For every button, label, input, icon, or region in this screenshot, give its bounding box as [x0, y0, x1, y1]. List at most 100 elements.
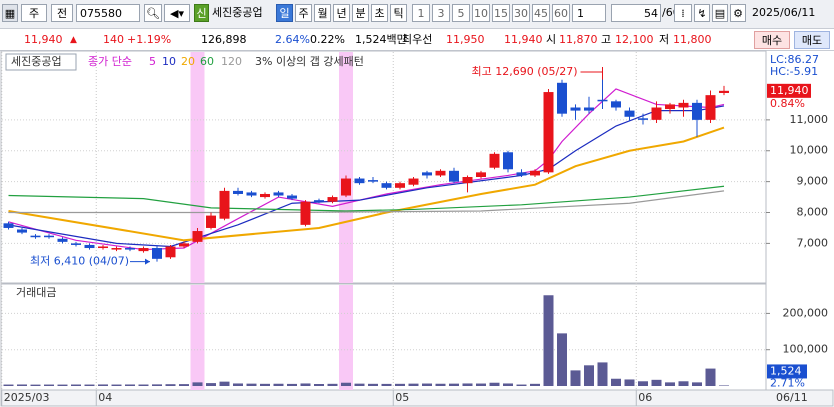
gap-highlight: [190, 52, 205, 283]
max-annotation: 최고 12,690 (05/27): [471, 65, 577, 78]
volume-bar: [638, 381, 648, 386]
interval-button[interactable]: 3: [432, 4, 450, 22]
date: 2025/06/11: [752, 6, 816, 19]
settings-button[interactable]: ⚙: [730, 4, 746, 22]
interval-button[interactable]: 1: [412, 4, 430, 22]
candle-body: [530, 170, 540, 176]
market-select[interactable]: 주: [21, 4, 47, 22]
interval-button[interactable]: 10: [472, 4, 490, 22]
candle-body: [57, 238, 68, 242]
y-tick-label: 7,000: [797, 236, 829, 249]
period-button[interactable]: 년: [333, 4, 350, 22]
volume-bar: [678, 381, 689, 386]
period-button[interactable]: 일: [276, 4, 293, 22]
volume-bar: [719, 385, 729, 386]
sound-button[interactable]: ◀▾: [164, 4, 190, 22]
volume-bar: [665, 382, 675, 386]
volume-bar: [570, 370, 581, 386]
volume-bar: [287, 383, 297, 386]
sell-button[interactable]: 매도: [794, 31, 830, 49]
candle-body: [30, 235, 41, 238]
candle-body: [98, 246, 108, 249]
tool-button[interactable]: ↯: [694, 4, 710, 22]
volume-bar: [192, 382, 203, 386]
candle-body: [260, 193, 270, 198]
candle-body: [705, 95, 716, 120]
candle-body: [125, 248, 135, 250]
x-tick-label: 06: [638, 391, 652, 404]
volume-bar: [30, 384, 41, 386]
candle-body: [3, 223, 14, 228]
candle-body: [449, 170, 459, 182]
y-tick-label: 11,000: [790, 113, 829, 126]
volume-bar: [395, 383, 405, 386]
interval-button[interactable]: 5: [452, 4, 470, 22]
candle-body: [692, 102, 702, 120]
candle-body: [651, 107, 662, 120]
change-pct: +1.19%: [127, 33, 172, 46]
volume-bar: [314, 384, 324, 386]
scope-select[interactable]: 전: [51, 4, 73, 22]
period-button[interactable]: 틱: [390, 4, 407, 22]
high-label: 고: [601, 33, 612, 46]
candle-body: [543, 92, 554, 173]
menu-button[interactable]: ▦: [2, 4, 18, 22]
x-tick-label: 05: [395, 391, 409, 404]
candle-body: [327, 197, 338, 202]
volume-bar: [300, 383, 311, 386]
volume-bar: [98, 384, 108, 386]
candle-body: [179, 243, 189, 247]
volume-bar: [44, 384, 54, 386]
bid: 11,940: [504, 33, 543, 46]
turnover: 0.22%: [310, 33, 345, 46]
candle-body: [17, 229, 27, 233]
tool-button[interactable]: ▤: [712, 4, 728, 22]
search-button[interactable]: 🔍︎: [144, 4, 162, 22]
volume-bar: [327, 383, 338, 386]
period-button[interactable]: 주: [295, 4, 312, 22]
price-box-pct: 0.84%: [770, 97, 805, 110]
price: 11,940: [24, 33, 63, 46]
code-input[interactable]: 075580: [76, 4, 140, 22]
volume-bar: [111, 384, 122, 386]
volume-bar: [449, 383, 459, 386]
interval-button[interactable]: 60: [552, 4, 570, 22]
volume-bar: [152, 384, 162, 386]
volume-bar: [219, 381, 230, 386]
volume-bar: [435, 383, 446, 386]
best-label: 최우선: [402, 33, 433, 46]
amount: 1,524백만: [355, 33, 407, 46]
volume-bar: [530, 383, 540, 386]
volume-bar: [462, 383, 473, 386]
candle-body: [516, 172, 527, 176]
volume-panel: [0, 283, 767, 391]
candle-body: [678, 102, 689, 108]
volume-bar: [611, 378, 621, 386]
y-tick-label: 8,000: [797, 206, 829, 219]
interval-select[interactable]: 1: [572, 4, 606, 22]
moving-average: [8, 105, 725, 248]
volume-bar: [246, 383, 257, 386]
tool-button[interactable]: ⁞: [674, 4, 692, 22]
moving-average: [8, 126, 725, 242]
volume-bar: [57, 384, 68, 386]
volume-pct: 2.64%: [275, 33, 310, 46]
candle-body: [638, 118, 648, 120]
candle-body: [84, 244, 95, 249]
period-button[interactable]: 분: [352, 4, 369, 22]
candle-body: [597, 99, 608, 102]
legend-box: [5, 53, 77, 71]
period-button[interactable]: 초: [371, 4, 388, 22]
volume-bar: [71, 384, 81, 386]
buy-button[interactable]: 매수: [754, 31, 790, 49]
y-tick-label: 100,000: [783, 343, 829, 356]
interval-button[interactable]: 15: [492, 4, 510, 22]
period-button[interactable]: 월: [314, 4, 331, 22]
interval-button[interactable]: 45: [532, 4, 550, 22]
candle-body: [233, 190, 243, 194]
low-label: 저: [659, 33, 670, 46]
interval-button[interactable]: 30: [512, 4, 530, 22]
count-input[interactable]: 54: [611, 4, 661, 22]
open-label: 시: [546, 33, 557, 46]
candle-body: [246, 192, 257, 196]
